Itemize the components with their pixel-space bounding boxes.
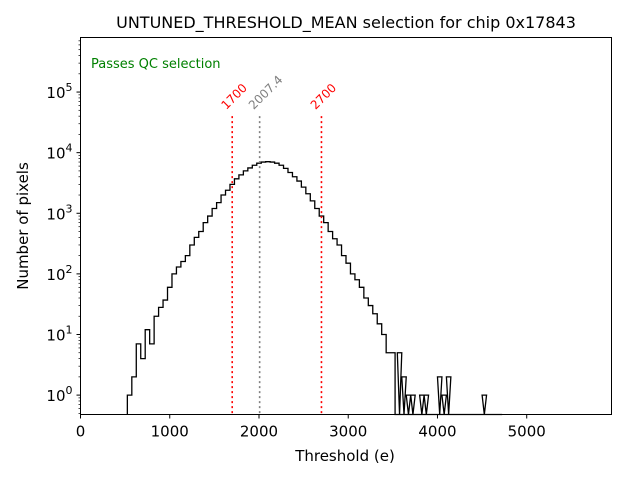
histogram-bin — [355, 280, 359, 415]
histogram-bin — [279, 165, 283, 414]
x-tick-label: 5000 — [508, 423, 546, 441]
histogram-bin — [172, 274, 176, 415]
histogram-bin — [203, 223, 207, 415]
plot-frame — [80, 37, 612, 415]
histogram-bin — [185, 256, 189, 415]
histogram-bin — [359, 287, 363, 414]
histogram-bin — [168, 287, 172, 414]
histogram-bin — [315, 208, 319, 414]
histogram-bin — [288, 173, 292, 415]
histogram-bin — [342, 256, 346, 415]
histogram-bin — [248, 168, 252, 415]
histogram-bin — [368, 306, 372, 415]
histogram-bin — [136, 344, 140, 415]
vline-label: 2007.4 — [246, 73, 286, 113]
histogram-bin — [221, 195, 225, 414]
histogram-bin — [275, 163, 279, 414]
histogram-bin — [284, 168, 288, 414]
histogram-bin — [154, 316, 158, 414]
histogram-bin — [324, 223, 328, 415]
histogram-bin — [377, 324, 381, 415]
vline-label: 1700 — [218, 81, 249, 112]
histogram-bin — [373, 314, 377, 415]
histogram-bin — [217, 203, 221, 415]
histogram-bin — [391, 353, 395, 415]
histogram-bin — [132, 377, 136, 415]
x-tick-label: 0 — [76, 423, 86, 441]
y-tick-label: 101 — [46, 323, 72, 344]
histogram-bin — [145, 330, 149, 415]
histogram-bin — [150, 344, 154, 415]
y-tick-label: 102 — [46, 263, 72, 284]
x-axis-label: Threshold (e) — [294, 447, 395, 465]
x-tick-label: 4000 — [418, 423, 456, 441]
histogram-bin — [337, 245, 341, 415]
vline-label: 2700 — [308, 81, 339, 112]
x-tick-label: 3000 — [329, 423, 367, 441]
x-tick-label: 2000 — [240, 423, 278, 441]
histogram-bin — [243, 171, 247, 415]
histogram-bin — [234, 179, 238, 415]
histogram-bin — [230, 184, 234, 414]
histogram-bin — [310, 201, 314, 415]
histogram-bin — [141, 359, 145, 415]
histogram-bin — [226, 190, 230, 414]
histogram-bin — [199, 232, 203, 415]
x-tick-label: 1000 — [151, 423, 189, 441]
histogram-bin — [252, 165, 256, 414]
histogram-bin — [266, 162, 270, 415]
histogram-bin — [163, 300, 167, 414]
histogram-bin — [364, 298, 368, 414]
histogram-bin — [261, 162, 265, 414]
histogram-bin — [127, 395, 131, 414]
y-tick-label: 103 — [46, 202, 72, 223]
histogram-bin — [159, 307, 163, 414]
histogram-bin — [350, 274, 354, 415]
histogram-bin — [190, 245, 194, 415]
y-tick-label: 100 — [46, 384, 72, 405]
histogram-bin — [270, 162, 274, 414]
histogram-bin — [301, 187, 305, 414]
histogram-bin — [333, 239, 337, 415]
histogram-bin — [181, 262, 185, 415]
histogram-bin — [328, 232, 332, 415]
y-tick-label: 105 — [46, 81, 72, 102]
histogram-bin — [297, 181, 301, 414]
histogram-bin — [292, 177, 296, 415]
chart-title: UNTUNED_THRESHOLD_MEAN selection for chi… — [116, 13, 576, 33]
histogram-bin — [382, 334, 386, 414]
histogram-bin — [208, 216, 212, 414]
histogram-bin — [386, 353, 390, 415]
histogram-bin — [306, 194, 310, 415]
y-axis-label: Number of pixels — [14, 162, 32, 290]
histogram-bin — [239, 175, 243, 415]
histogram-step-line — [126, 161, 503, 416]
y-tick-label: 104 — [46, 142, 72, 163]
histogram-bin — [319, 216, 323, 414]
histogram-bin — [176, 267, 180, 415]
histogram-bin — [212, 208, 216, 414]
histogram-bin — [346, 263, 350, 414]
qc-annotation: Passes QC selection — [91, 57, 221, 72]
histogram-bin — [194, 237, 198, 414]
